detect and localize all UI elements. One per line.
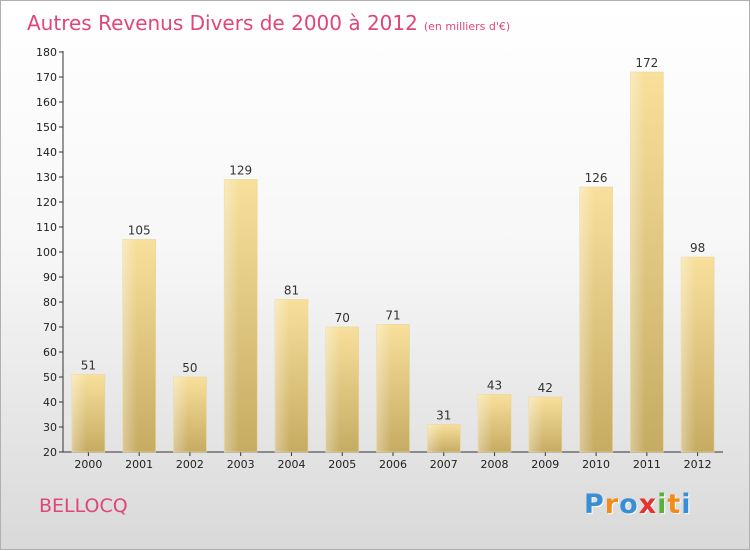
logo-letter: i xyxy=(657,489,668,520)
x-tick-label: 2007 xyxy=(430,458,458,471)
bar-highlight xyxy=(224,179,240,452)
data-label: 50 xyxy=(182,361,197,375)
y-tick-label: 70 xyxy=(43,321,57,334)
logo-letter: t xyxy=(667,489,682,520)
y-tick-label: 100 xyxy=(36,246,57,259)
data-label: 43 xyxy=(487,379,502,393)
bar-highlight xyxy=(325,327,341,452)
bar-highlight xyxy=(478,394,493,452)
data-label: 98 xyxy=(690,241,705,255)
data-label: 31 xyxy=(436,409,451,423)
y-tick-label: 160 xyxy=(36,96,57,109)
bar-highlight xyxy=(122,239,138,452)
data-label: 172 xyxy=(635,56,658,70)
data-label: 81 xyxy=(284,284,299,298)
commune-name: BELLOCQ xyxy=(39,495,128,517)
logo-letter: r xyxy=(604,489,620,520)
axes: 20 30 40 50 60 70 80 90 100 110 120 130 140 150 160 170… xyxy=(36,46,723,471)
y-tick-label: 170 xyxy=(36,71,57,84)
bar-highlight xyxy=(71,374,87,452)
data-label: 105 xyxy=(128,224,151,238)
data-label: 71 xyxy=(385,309,400,323)
data-label: 51 xyxy=(81,359,96,373)
y-tick-label: 90 xyxy=(43,271,57,284)
y-tick-label: 120 xyxy=(36,196,57,209)
y-tick-label: 30 xyxy=(43,421,57,434)
x-tick-label: 2006 xyxy=(379,458,407,471)
x-tick-label: 2000 xyxy=(74,458,102,471)
data-label: 42 xyxy=(538,381,553,395)
x-tick-label: 2003 xyxy=(227,458,255,471)
proxiti-logo: Proxiti xyxy=(584,489,692,520)
y-tick-label: 180 xyxy=(36,46,57,59)
logo-letter: P xyxy=(584,489,605,520)
logo-letter: i xyxy=(681,489,692,520)
x-tick-label: 2002 xyxy=(176,458,204,471)
y-tick-label: 50 xyxy=(43,371,57,384)
chart-subtitle: (en milliers d'€) xyxy=(423,20,511,33)
y-tick-label: 130 xyxy=(36,171,57,184)
y-tick-label: 140 xyxy=(36,146,57,159)
y-tick-label: 40 xyxy=(43,396,57,409)
y-tick-label: 80 xyxy=(43,296,57,309)
chart-title: Autres Revenus Divers de 2000 à 2012 (en … xyxy=(27,11,511,35)
y-tick-label: 110 xyxy=(36,221,57,234)
y-tick-label: 150 xyxy=(36,121,57,134)
logo-letter: o xyxy=(619,489,639,520)
x-tick-label: 2010 xyxy=(582,458,610,471)
data-label: 70 xyxy=(335,311,350,325)
bar-highlight xyxy=(274,299,290,452)
bar-highlight xyxy=(681,257,696,452)
bar-highlight xyxy=(630,72,646,452)
x-tick-label: 2008 xyxy=(481,458,509,471)
bar-highlight xyxy=(376,324,392,452)
y-tick-label: 20 xyxy=(43,446,57,459)
data-label: 126 xyxy=(585,171,608,185)
bars xyxy=(71,71,715,453)
bar-highlight xyxy=(173,377,189,452)
bar-highlight xyxy=(427,424,443,452)
x-tick-label: 2011 xyxy=(633,458,661,471)
data-label: 129 xyxy=(229,164,252,178)
logo-letter: x xyxy=(638,489,658,520)
x-tick-label: 2012 xyxy=(684,458,712,471)
bar-highlight xyxy=(528,397,544,452)
value-labels: 51 105 50 129 81 70 71 31 43 42 126 172 98 xyxy=(81,56,706,423)
y-tick-label: 60 xyxy=(43,346,57,359)
x-tick-label: 2004 xyxy=(277,458,305,471)
x-tick-label: 2009 xyxy=(531,458,559,471)
x-tick-label: 2005 xyxy=(328,458,356,471)
bar-highlight xyxy=(579,187,595,452)
x-tick-label: 2001 xyxy=(125,458,153,471)
